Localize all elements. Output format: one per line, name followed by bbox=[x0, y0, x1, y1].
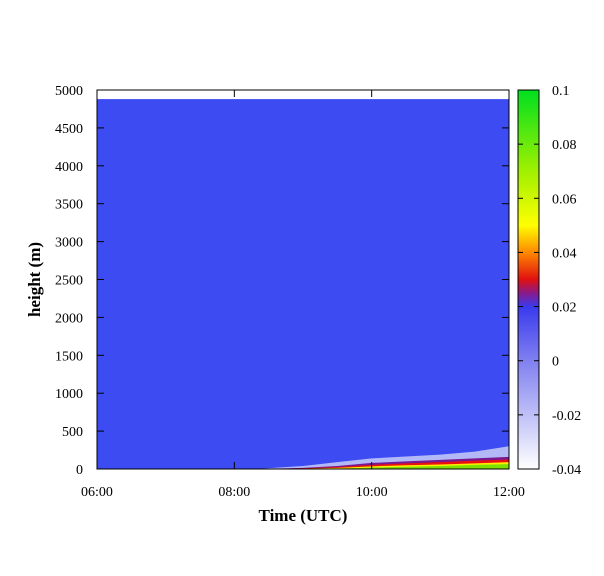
x-tick-label: 12:00 bbox=[493, 485, 525, 500]
y-tick-label: 3500 bbox=[55, 198, 83, 213]
y-tick-label: 3000 bbox=[55, 236, 83, 251]
y-tick-label: 4000 bbox=[55, 160, 83, 175]
colorbar-tick-label: 0.04 bbox=[552, 246, 577, 261]
colorbar-tick-label: 0.06 bbox=[552, 192, 577, 207]
surface-boundary-layer bbox=[261, 446, 509, 469]
y-tick-label: 500 bbox=[62, 425, 83, 440]
layer-green-band bbox=[261, 464, 509, 469]
colorbar: -0.04 -0.02 0 0.02 0.04 0.06 0.08 0.1 bbox=[517, 84, 581, 478]
colorbar-tick-label: -0.04 bbox=[552, 463, 581, 478]
heatmap-plot-area bbox=[96, 89, 510, 470]
x-axis-label: Time (UTC) bbox=[259, 506, 348, 525]
y-tick-label: 5000 bbox=[55, 84, 83, 99]
y-axis: 0 500 1000 1500 2000 2500 3000 3500 4000 4500 5000 bbox=[55, 84, 509, 478]
colorbar-tick-label: 0.1 bbox=[552, 84, 570, 99]
y-tick-label: 0 bbox=[76, 463, 83, 478]
y-tick-label: 1000 bbox=[55, 387, 83, 402]
x-axis: 06:00 08:00 10:00 12:00 bbox=[81, 90, 525, 500]
colorbar-tick-label: 0.08 bbox=[552, 138, 577, 153]
x-tick-label: 06:00 bbox=[81, 485, 113, 500]
colorbar-ticks: -0.04 -0.02 0 0.02 0.04 0.06 0.08 0.1 bbox=[518, 84, 581, 478]
colorbar-tick-label: -0.02 bbox=[552, 409, 581, 424]
y-tick-label: 2500 bbox=[55, 274, 83, 289]
y-tick-label: 2000 bbox=[55, 311, 83, 326]
colorbar-gradient bbox=[517, 89, 540, 470]
heatmap-background-field bbox=[97, 99, 509, 469]
x-tick-label: 08:00 bbox=[218, 485, 250, 500]
x-tick-label: 10:00 bbox=[356, 485, 388, 500]
colorbar-tick-label: 0 bbox=[552, 355, 559, 370]
y-axis-label: height (m) bbox=[25, 242, 44, 317]
y-tick-label: 4500 bbox=[55, 122, 83, 137]
colorbar-tick-label: 0.02 bbox=[552, 301, 577, 316]
y-tick-label: 1500 bbox=[55, 349, 83, 364]
